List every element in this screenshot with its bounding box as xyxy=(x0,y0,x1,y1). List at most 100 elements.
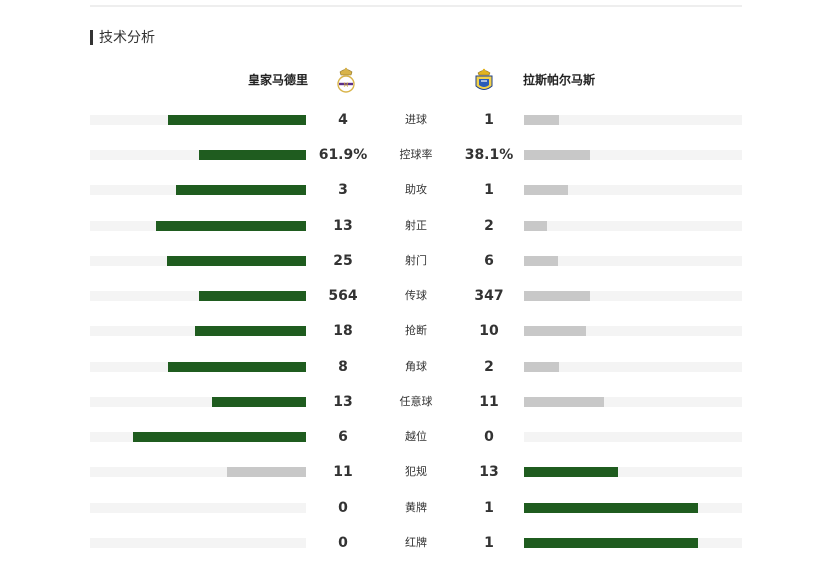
stat-label: 传球 xyxy=(405,289,427,302)
stat-label: 红牌 xyxy=(405,536,427,549)
home-stat-value: 13 xyxy=(333,218,353,234)
home-stat-track xyxy=(90,467,306,477)
away-stat-value: 13 xyxy=(479,464,499,480)
away-stat-value: 1 xyxy=(484,182,494,198)
away-stat-value: 2 xyxy=(484,359,494,375)
stat-label: 黄牌 xyxy=(405,501,427,514)
home-stat-value: 6 xyxy=(338,429,348,445)
home-stat-value: 61.9% xyxy=(318,147,368,163)
away-stat-track xyxy=(524,115,742,125)
home-stat-bar xyxy=(156,221,306,231)
stat-label: 助攻 xyxy=(405,183,427,196)
away-stat-value: 10 xyxy=(479,323,499,339)
stat-label: 越位 xyxy=(405,430,427,443)
home-stat-value: 0 xyxy=(338,500,348,516)
home-stat-track xyxy=(90,256,306,266)
away-stat-bar xyxy=(524,538,698,548)
home-stat-value: 11 xyxy=(333,464,353,480)
stat-label: 抢断 xyxy=(405,324,427,337)
stat-label: 角球 xyxy=(405,360,427,373)
home-stat-bar xyxy=(133,432,306,442)
away-stat-bar xyxy=(524,115,559,125)
away-stat-track xyxy=(524,256,742,266)
away-stat-bar xyxy=(524,221,547,231)
home-stat-bar xyxy=(176,185,306,195)
home-stat-track xyxy=(90,432,306,442)
away-stat-bar xyxy=(524,291,590,301)
home-stat-value: 25 xyxy=(333,253,353,269)
away-stat-track xyxy=(524,503,742,513)
home-stat-track xyxy=(90,185,306,195)
away-stat-bar xyxy=(524,397,604,407)
away-stat-track xyxy=(524,150,742,160)
home-stat-bar xyxy=(168,115,306,125)
away-stat-bar xyxy=(524,503,698,513)
stat-row: 11 犯规 13 xyxy=(0,462,840,482)
stat-label: 任意球 xyxy=(399,395,433,408)
home-stat-bar xyxy=(167,256,306,266)
stat-row: 3 助攻 1 xyxy=(0,180,840,200)
home-stat-bar xyxy=(199,291,306,301)
stat-label: 犯规 xyxy=(405,465,427,478)
away-stat-bar xyxy=(524,185,568,195)
home-stat-track xyxy=(90,326,306,336)
away-stat-track xyxy=(524,397,742,407)
stat-row: 13 射正 2 xyxy=(0,216,840,236)
stat-row: 4 进球 1 xyxy=(0,110,840,130)
stat-label: 进球 xyxy=(405,113,427,126)
home-stat-value: 564 xyxy=(328,288,358,304)
away-stat-bar xyxy=(524,150,590,160)
stat-row: 564 传球 347 xyxy=(0,286,840,306)
away-stat-value: 1 xyxy=(484,112,494,128)
home-stat-track xyxy=(90,362,306,372)
home-stat-value: 8 xyxy=(338,359,348,375)
section-accent-bar xyxy=(90,29,93,45)
home-stat-track xyxy=(90,503,306,513)
home-stat-bar xyxy=(168,362,306,372)
away-stat-track xyxy=(524,432,742,442)
away-stat-value: 38.1% xyxy=(464,147,514,163)
home-stat-track xyxy=(90,538,306,548)
home-stat-value: 0 xyxy=(338,535,348,551)
stat-label: 射正 xyxy=(405,219,427,232)
away-stat-track xyxy=(524,291,742,301)
stat-row: 8 角球 2 xyxy=(0,357,840,377)
away-stat-track xyxy=(524,326,742,336)
svg-text:M: M xyxy=(343,82,348,89)
stat-row: 18 抢断 10 xyxy=(0,321,840,341)
stat-row: 6 越位 0 xyxy=(0,427,840,447)
away-stat-track xyxy=(524,467,742,477)
home-stat-value: 18 xyxy=(333,323,353,339)
away-stat-value: 1 xyxy=(484,500,494,516)
away-stat-bar xyxy=(524,326,586,336)
home-stat-bar xyxy=(195,326,306,336)
away-stat-track xyxy=(524,362,742,372)
away-stat-value: 347 xyxy=(474,288,504,304)
home-stat-bar xyxy=(212,397,306,407)
away-stat-track xyxy=(524,538,742,548)
away-stat-value: 6 xyxy=(484,253,494,269)
home-stat-value: 4 xyxy=(338,112,348,128)
stat-row: 13 任意球 11 xyxy=(0,392,840,412)
las-palmas-crest-icon[interactable] xyxy=(472,66,496,94)
away-stat-bar xyxy=(524,467,618,477)
home-stat-track xyxy=(90,115,306,125)
home-stat-track xyxy=(90,397,306,407)
away-stat-value: 0 xyxy=(484,429,494,445)
home-stat-bar xyxy=(227,467,306,477)
section-title: 技术分析 xyxy=(99,30,155,46)
away-stat-value: 11 xyxy=(479,394,499,410)
real-madrid-crest-icon[interactable]: M xyxy=(334,66,358,94)
away-stat-value: 2 xyxy=(484,218,494,234)
away-team-name[interactable]: 拉斯帕尔马斯 xyxy=(523,73,596,87)
away-stat-bar xyxy=(524,362,559,372)
home-stat-track xyxy=(90,291,306,301)
home-team-name[interactable]: 皇家马德里 xyxy=(247,73,308,87)
home-stat-track xyxy=(90,150,306,160)
home-stat-value: 3 xyxy=(338,182,348,198)
stat-label: 射门 xyxy=(405,254,427,267)
away-stat-bar xyxy=(524,256,558,266)
stat-row: 61.9% 控球率 38.1% xyxy=(0,145,840,165)
stat-row: 0 黄牌 1 xyxy=(0,498,840,518)
home-stat-track xyxy=(90,221,306,231)
